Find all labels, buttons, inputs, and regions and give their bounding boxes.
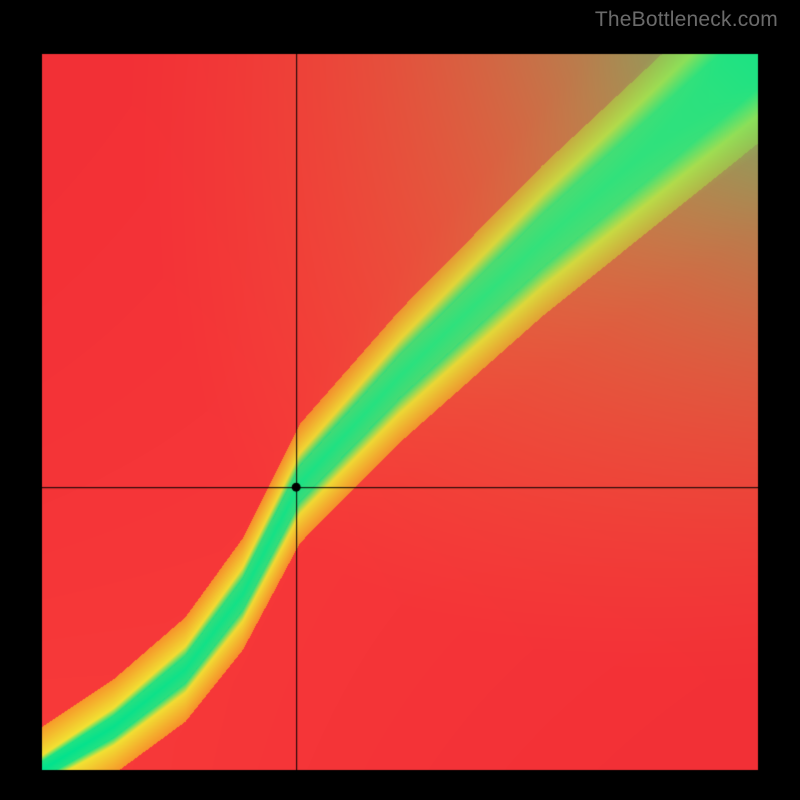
watermark: TheBottleneck.com: [595, 8, 778, 32]
heatmap-canvas: [0, 0, 800, 800]
